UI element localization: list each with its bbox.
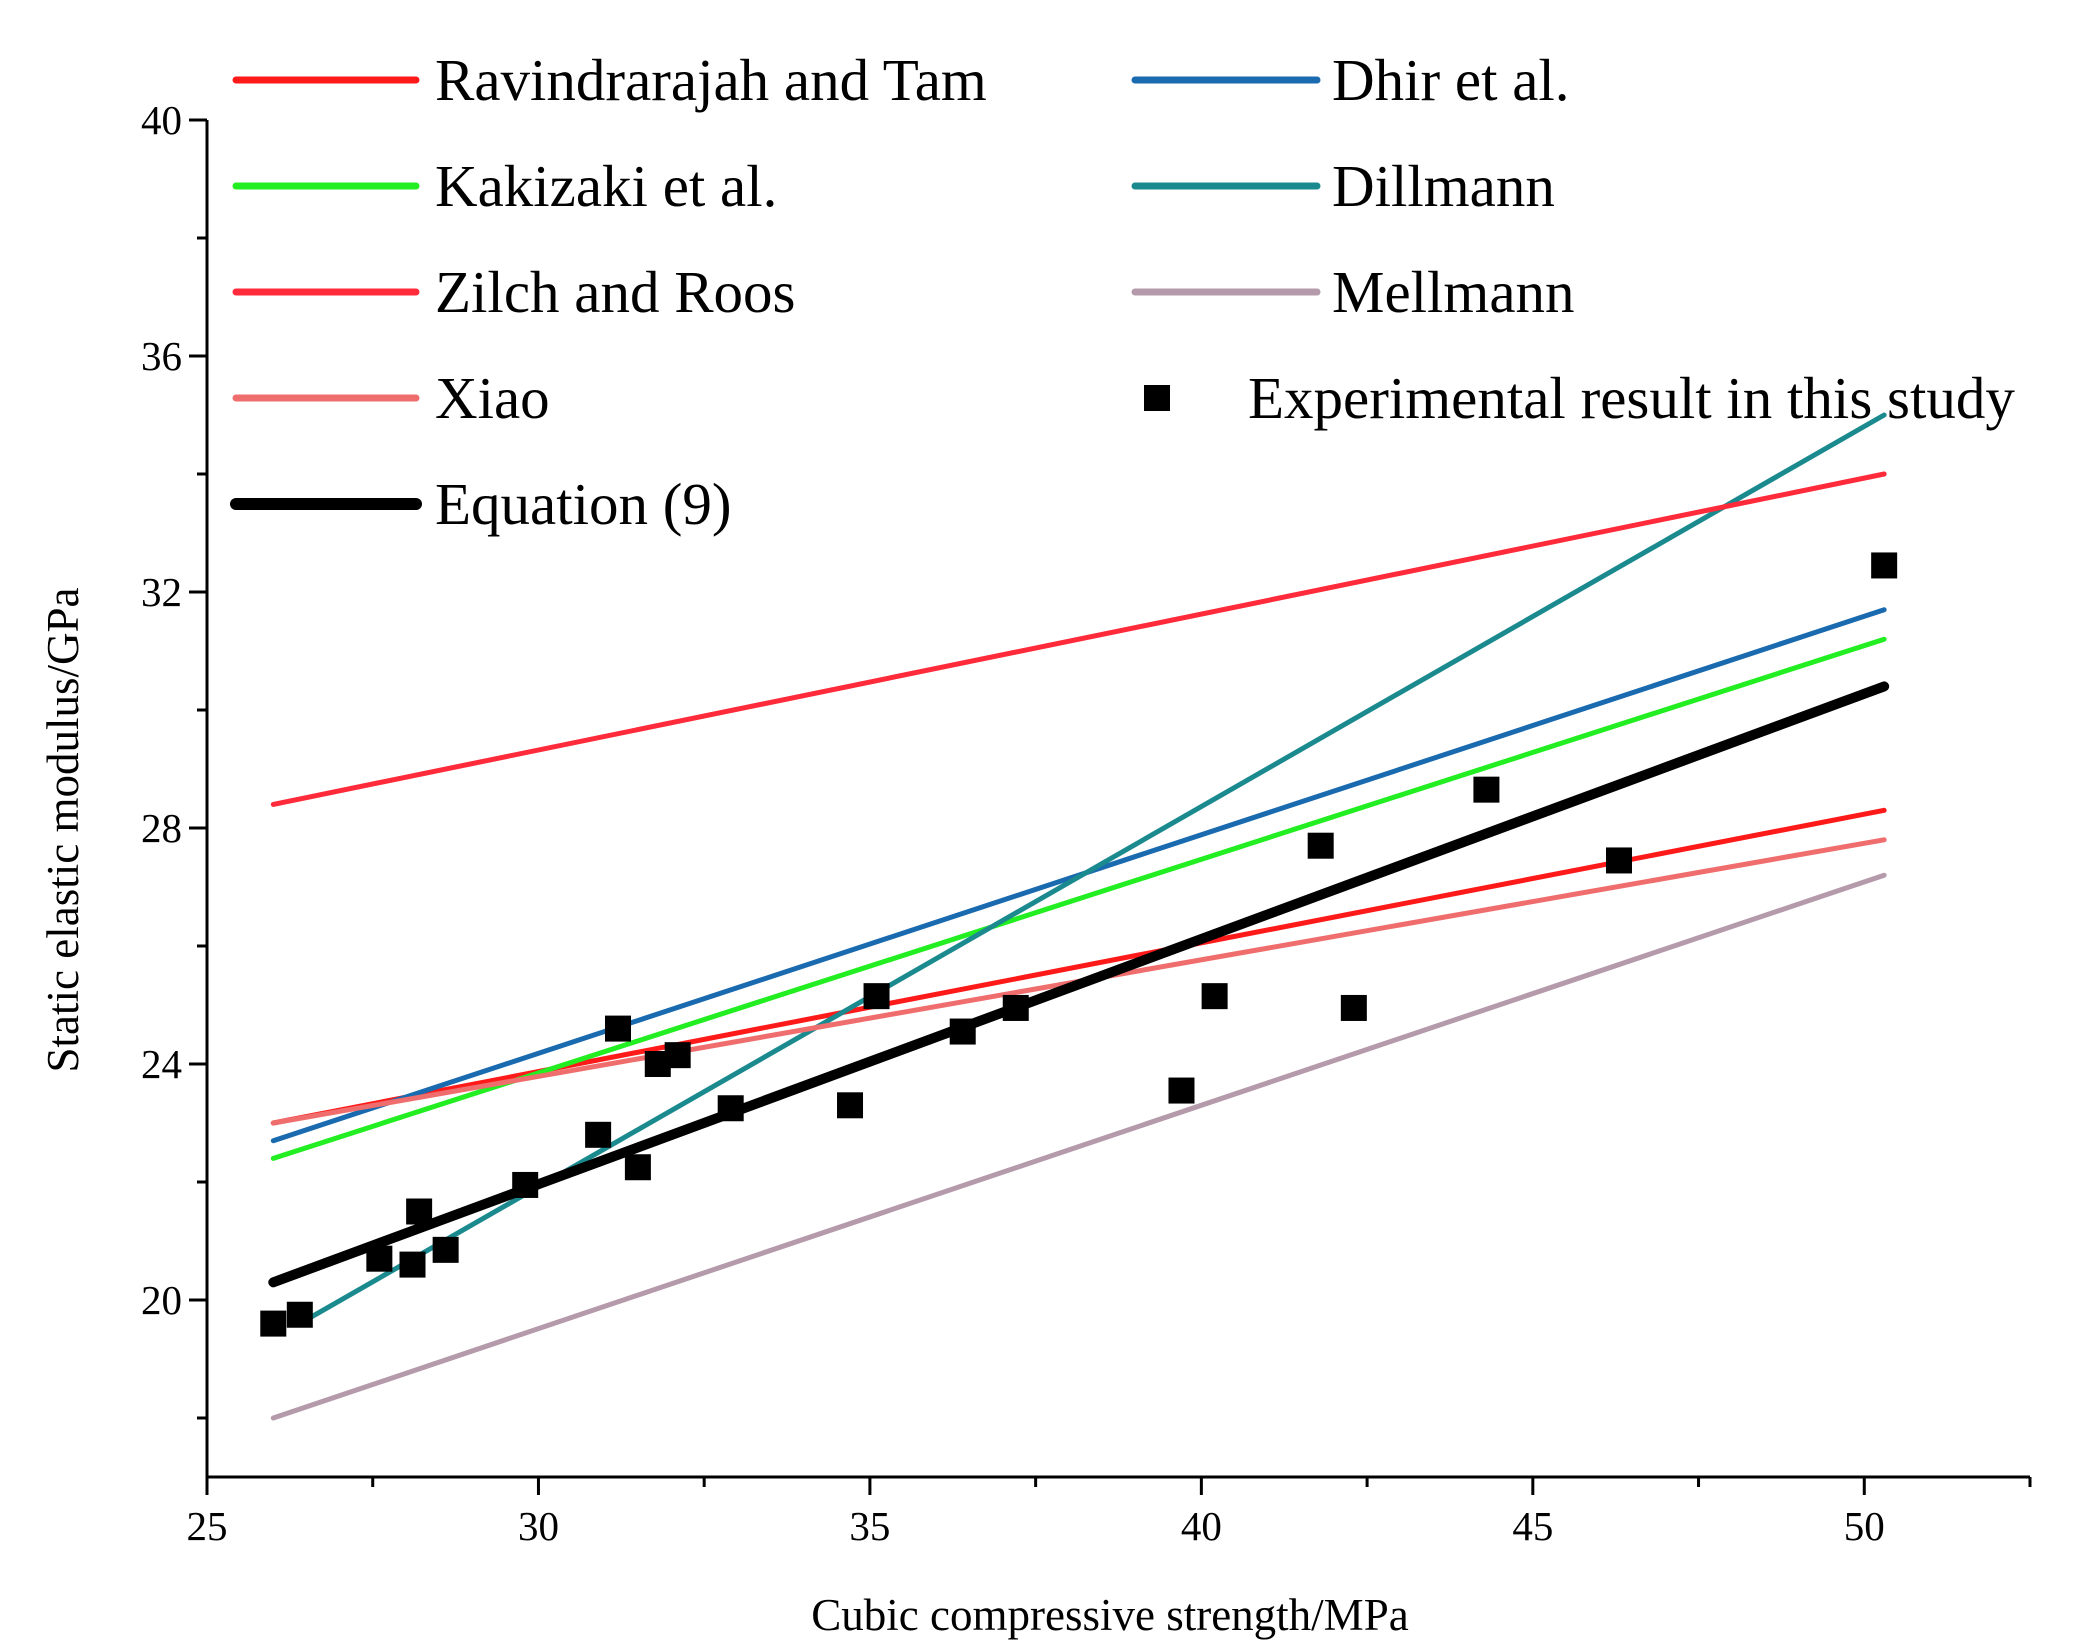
legend-label: Equation (9) <box>435 471 732 537</box>
x-tick-label: 40 <box>1181 1503 1222 1549</box>
y-ticks: 20 24 28 32 36 40 <box>141 97 207 1420</box>
data-point <box>717 1095 744 1122</box>
legend-label: Dillmann <box>1332 153 1555 219</box>
data-point <box>1871 552 1898 579</box>
legend-label: Zilch and Roos <box>435 259 796 325</box>
x-tick-label: 35 <box>849 1503 890 1549</box>
legend-label: Experimental result in this study <box>1248 365 2015 431</box>
legend-item-dillmann: Dillmann <box>1131 153 1555 219</box>
legend: Ravindrarajah and Tam Kakizaki et al. Zilc… <box>230 47 2015 537</box>
data-point <box>605 1015 632 1042</box>
data-point <box>1307 832 1334 859</box>
data-point <box>1473 776 1500 803</box>
series-line-equation-9 <box>268 681 1890 1288</box>
data-point <box>863 983 890 1010</box>
legend-label: Ravindrarajah and Tam <box>435 47 987 113</box>
legend-item-zilch-and-roos: Zilch and Roos <box>232 259 796 325</box>
data-point <box>949 1018 976 1045</box>
series-line-mellmann <box>270 872 1887 1421</box>
data-point <box>1605 847 1632 874</box>
data-point <box>399 1251 426 1278</box>
legend-item-mellmann: Mellmann <box>1131 259 1575 325</box>
data-point <box>406 1198 433 1225</box>
data-point <box>624 1154 651 1181</box>
data-point <box>664 1042 691 1069</box>
data-point <box>1002 994 1029 1021</box>
data-point <box>260 1310 287 1337</box>
x-ticks: 25 30 35 40 45 50 <box>187 1477 2032 1549</box>
legend-item-ravindrarajah-and-tam: Ravindrarajah and Tam <box>232 47 987 113</box>
data-point <box>1201 983 1228 1010</box>
data-point <box>837 1092 864 1119</box>
y-tick-label: 24 <box>141 1041 182 1087</box>
y-tick-label: 32 <box>141 569 182 615</box>
legend-item-dhir-et-al: Dhir et al. <box>1131 47 1570 113</box>
legend-item-experimental-result-in-this-study: Experimental result in this study <box>1144 365 2015 431</box>
legend-label: Mellmann <box>1332 259 1575 325</box>
legend-label: Kakizaki et al. <box>435 153 777 219</box>
y-tick-label: 40 <box>141 97 182 143</box>
plot-lines <box>268 412 1890 1421</box>
y-tick-label: 20 <box>141 1277 182 1323</box>
legend-item-equation-9: Equation (9) <box>230 471 732 537</box>
data-point <box>512 1171 539 1198</box>
data-point <box>286 1301 313 1328</box>
legend-label: Dhir et al. <box>1332 47 1570 113</box>
y-tick-label: 36 <box>141 333 182 379</box>
data-point <box>585 1121 612 1148</box>
axes: 25 30 35 40 45 50 20 24 28 32 36 40 <box>141 97 2032 1549</box>
x-axis-title: Cubic compressive strength/MPa <box>811 1590 1408 1640</box>
legend-item-kakizaki-et-al: Kakizaki et al. <box>232 153 777 219</box>
legend-item-xiao: Xiao <box>232 365 550 431</box>
x-tick-label: 50 <box>1844 1503 1885 1549</box>
legend-swatch <box>1144 385 1170 411</box>
data-point <box>432 1236 459 1263</box>
data-point <box>366 1245 393 1272</box>
x-tick-label: 30 <box>518 1503 559 1549</box>
series-line-zilch-and-roos <box>270 471 1887 807</box>
y-axis-title: Static elastic modulus/GPa <box>38 588 88 1073</box>
x-tick-label: 25 <box>187 1503 228 1549</box>
plot-points <box>260 552 1898 1337</box>
series-line-kakizaki-et-al <box>270 636 1887 1161</box>
data-point <box>1340 994 1367 1021</box>
series-line-ravindrarajah-and-tam <box>270 807 1887 1126</box>
x-tick-label: 45 <box>1512 1503 1553 1549</box>
y-tick-label: 28 <box>141 805 182 851</box>
legend-label: Xiao <box>435 365 550 431</box>
data-point <box>1168 1077 1195 1104</box>
